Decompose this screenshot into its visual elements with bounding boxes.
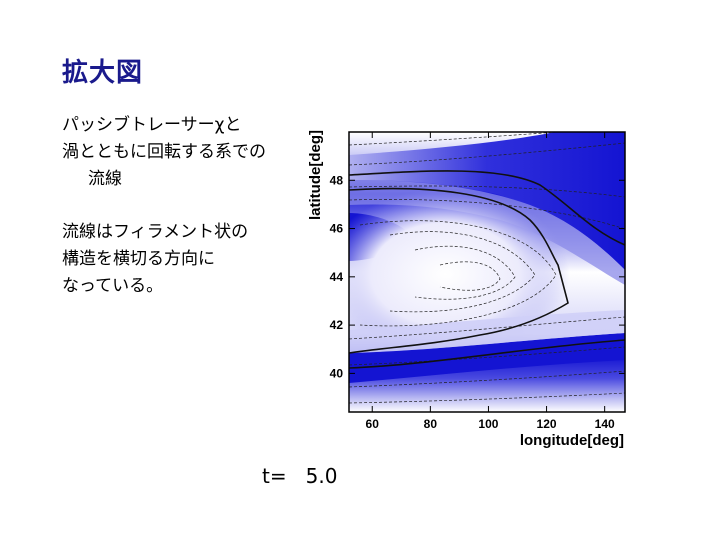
y-tick-label: 42 (330, 318, 344, 332)
paragraph1-line1: パッシブトレーサーχと (62, 115, 242, 135)
solid-contours (349, 170, 625, 369)
y-tick-labels: 40 42 44 46 48 (330, 173, 344, 380)
x-tick-label: 100 (478, 417, 498, 431)
paragraph2-line3: なっている。 (62, 276, 164, 296)
streamlines (349, 132, 625, 404)
x-axis-label: longitude[deg] (520, 432, 624, 449)
plot-frame (348, 131, 626, 413)
lower-filament (349, 333, 625, 383)
x-tick-label: 80 (424, 417, 438, 431)
tick-marks (349, 132, 625, 412)
lower-filament-light (349, 310, 625, 353)
upper-filament (349, 132, 625, 270)
paragraph1-line2: 渦とともに回転する系での (62, 142, 266, 162)
y-axis-label: latitude[deg] (307, 130, 324, 220)
description-text: パッシブトレーサーχと 渦とともに回転する系での 流線 流線はフィラメント状の … (62, 112, 302, 300)
y-tick-label: 40 (330, 366, 344, 380)
paragraph1-line3: 流線 (88, 169, 122, 189)
contour-plot: 60 80 100 120 140 40 42 44 46 48 longitu… (307, 130, 626, 449)
streamline-figure: 60 80 100 120 140 40 42 44 46 48 longitu… (300, 125, 630, 459)
paragraph2-line2: 構造を横切る方向に (62, 249, 215, 269)
x-tick-label: 60 (366, 417, 380, 431)
x-tick-labels: 60 80 100 120 140 (366, 417, 615, 431)
slide-title: 拡大図 (62, 58, 144, 88)
x-tick-label: 120 (537, 417, 557, 431)
paragraph2-line1: 流線はフィラメント状の (62, 222, 249, 242)
y-tick-label: 48 (330, 173, 344, 187)
y-tick-label: 44 (330, 270, 344, 284)
y-tick-label: 46 (330, 222, 344, 236)
time-label: t= 5.0 (262, 464, 338, 488)
x-tick-label: 140 (595, 417, 615, 431)
